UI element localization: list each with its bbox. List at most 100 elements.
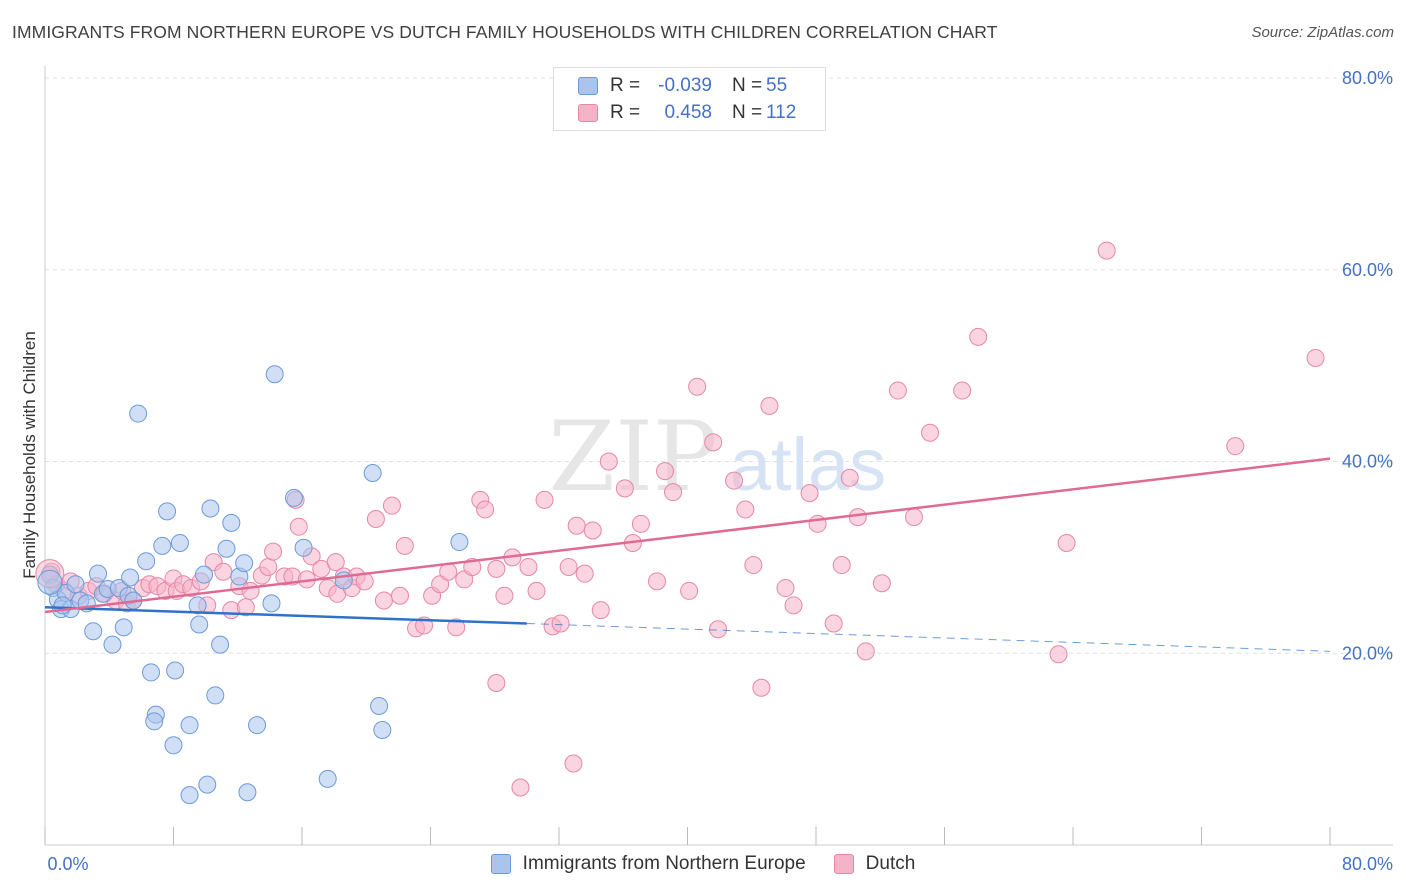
data-point (395, 536, 414, 555)
data-point (153, 536, 172, 555)
data-point (575, 564, 594, 583)
n-label: N = (732, 102, 763, 123)
data-point (241, 581, 260, 600)
data-point (487, 559, 506, 578)
data-point (511, 778, 530, 797)
data-point (262, 594, 281, 613)
data-point (265, 365, 284, 384)
data-point (145, 712, 164, 731)
data-point (137, 552, 156, 571)
x-tick-label: 0.0% (47, 854, 88, 874)
trend-line-immigrants (44, 605, 527, 625)
data-point (476, 500, 495, 519)
legend-row-immigrants: R = -0.039 N = 55 (578, 73, 787, 99)
series-legend: Immigrants from Northern Europe Dutch (0, 851, 1406, 877)
data-point (856, 642, 875, 661)
data-point (1226, 437, 1245, 456)
data-point (1097, 241, 1116, 260)
legend-swatch-dutch (833, 854, 854, 874)
data-point (704, 433, 723, 452)
r-label: R = (610, 75, 641, 96)
r-value: 0.458 (664, 102, 712, 123)
data-point (170, 533, 189, 552)
data-point (129, 404, 148, 423)
correlation-legend: R = -0.039 N = 55 R = 0.458 N = 112 (553, 67, 826, 131)
y-tick-label: 20.0% (1342, 643, 1393, 663)
data-point (366, 510, 385, 529)
data-point (784, 596, 803, 615)
data-point (888, 381, 907, 400)
legend-swatch-immigrants (490, 854, 511, 874)
data-point (664, 483, 683, 502)
data-point (495, 586, 514, 605)
data-point (969, 327, 988, 346)
data-point (1049, 645, 1068, 664)
data-point (736, 500, 755, 519)
data-point-cluster (37, 569, 63, 595)
data-point (318, 769, 337, 788)
data-point (688, 377, 707, 396)
data-point (709, 620, 728, 639)
data-point (190, 615, 209, 634)
r-value: -0.039 (658, 75, 712, 96)
data-point (1306, 348, 1325, 367)
data-point (217, 539, 236, 558)
data-point (599, 452, 618, 471)
data-point (760, 396, 779, 415)
data-point (564, 754, 583, 773)
data-point (824, 614, 843, 633)
data-point (264, 542, 283, 561)
data-point (447, 618, 466, 637)
data-point (559, 557, 578, 576)
data-point (103, 635, 122, 654)
r-label: R = (610, 102, 641, 123)
data-point (326, 553, 345, 572)
data-point (236, 598, 255, 617)
points (35, 241, 1325, 805)
data-point (848, 508, 867, 527)
data-point (363, 464, 382, 483)
data-point (195, 565, 214, 584)
legend-item-immigrants[interactable]: Immigrants from Northern Europe (490, 853, 806, 875)
x-tick-label: 80.0% (1342, 854, 1393, 874)
trend-line-immigrants-extrapolated (526, 623, 1331, 652)
legend-row-dutch: R = 0.458 N = 112 (578, 100, 796, 126)
data-point (535, 490, 554, 509)
trend-lines (44, 457, 1331, 652)
data-point (284, 488, 303, 507)
data-point (374, 591, 393, 610)
data-point (235, 554, 254, 573)
data-point (776, 579, 795, 598)
data-point (647, 572, 666, 591)
y-tick-label: 60.0% (1342, 260, 1393, 280)
data-point (390, 586, 409, 605)
data-point (89, 564, 108, 583)
data-point (680, 581, 699, 600)
data-point (222, 513, 241, 532)
data-point (872, 574, 891, 593)
data-point (158, 502, 177, 521)
data-point (180, 786, 199, 805)
n-label: N = (732, 75, 763, 96)
data-point (752, 678, 771, 697)
legend-label-immigrants: Immigrants from Northern Europe (522, 853, 806, 874)
series-immigrants (40, 365, 469, 805)
data-point (487, 673, 506, 692)
watermark-zip: ZIP (548, 401, 717, 513)
data-point (631, 514, 650, 533)
data-point (198, 775, 217, 794)
trend-line-dutch (44, 457, 1331, 614)
legend-item-dutch[interactable]: Dutch (833, 853, 915, 875)
data-point (567, 516, 586, 535)
y-tick-label: 80.0% (1342, 68, 1393, 88)
data-point (114, 618, 133, 637)
data-point (615, 479, 634, 498)
data-point (1057, 533, 1076, 552)
legend-swatch-immigrants (578, 77, 598, 95)
data-point (656, 462, 675, 481)
data-point (121, 568, 140, 587)
data-point (744, 556, 763, 575)
watermark: ZIP atlas (548, 401, 886, 513)
data-point (725, 471, 744, 490)
